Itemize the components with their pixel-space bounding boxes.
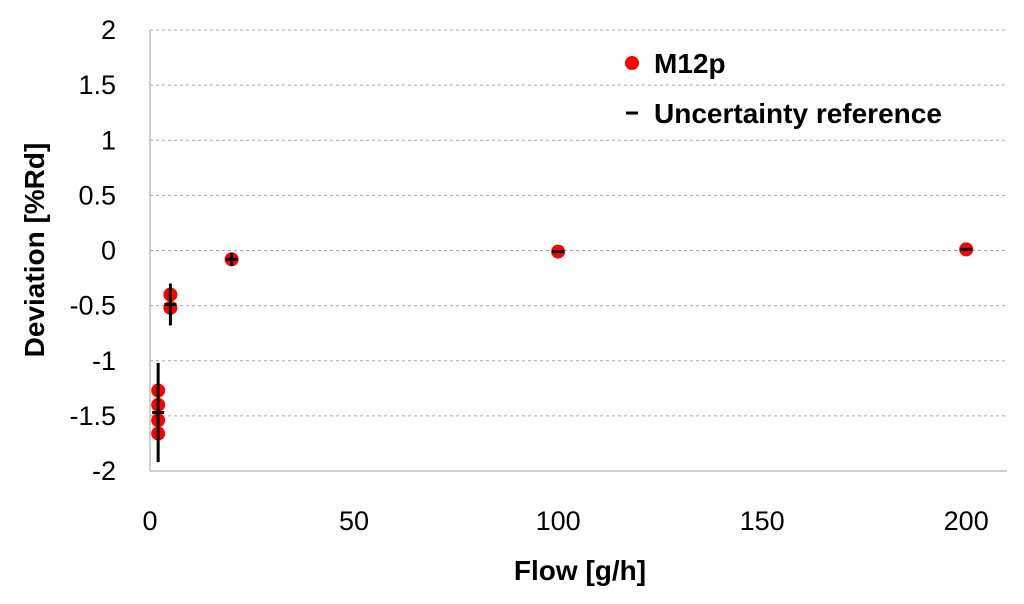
data-points bbox=[151, 242, 974, 441]
legend-marker-m12p bbox=[625, 56, 639, 70]
x-tick-label: 100 bbox=[536, 506, 581, 536]
y-tick-label: 0 bbox=[101, 236, 116, 266]
legend-label-uncertainty: Uncertainty reference bbox=[654, 98, 942, 129]
uncertainty-bars bbox=[152, 247, 973, 463]
y-tick-label: -2 bbox=[92, 456, 116, 486]
y-tick-label: 1 bbox=[101, 125, 116, 155]
y-tick-label: -1 bbox=[92, 346, 116, 376]
legend-label-m12p: M12p bbox=[654, 48, 726, 79]
x-tick-label: 50 bbox=[339, 506, 369, 536]
x-tick-label: 150 bbox=[740, 506, 785, 536]
y-tick-label: 1.5 bbox=[78, 70, 116, 100]
x-tick-label: 0 bbox=[142, 506, 157, 536]
x-axis-title: Flow [g/h] bbox=[514, 555, 646, 586]
y-tick-label: -1.5 bbox=[69, 401, 116, 431]
y-tick-label: 0.5 bbox=[78, 180, 116, 210]
x-tick-label: 200 bbox=[944, 506, 989, 536]
y-tick-labels: 2 1.5 1 0.5 0 -0.5 -1 -1.5 -2 bbox=[69, 15, 116, 486]
y-axis-title: Deviation [%Rd] bbox=[19, 143, 50, 358]
y-tick-label: -0.5 bbox=[69, 291, 116, 321]
legend: M12p Uncertainty reference bbox=[625, 48, 942, 129]
x-tick-labels: 0 50 100 150 200 bbox=[142, 506, 988, 536]
y-tick-label: 2 bbox=[101, 15, 116, 45]
grid-lines bbox=[150, 29, 1007, 417]
